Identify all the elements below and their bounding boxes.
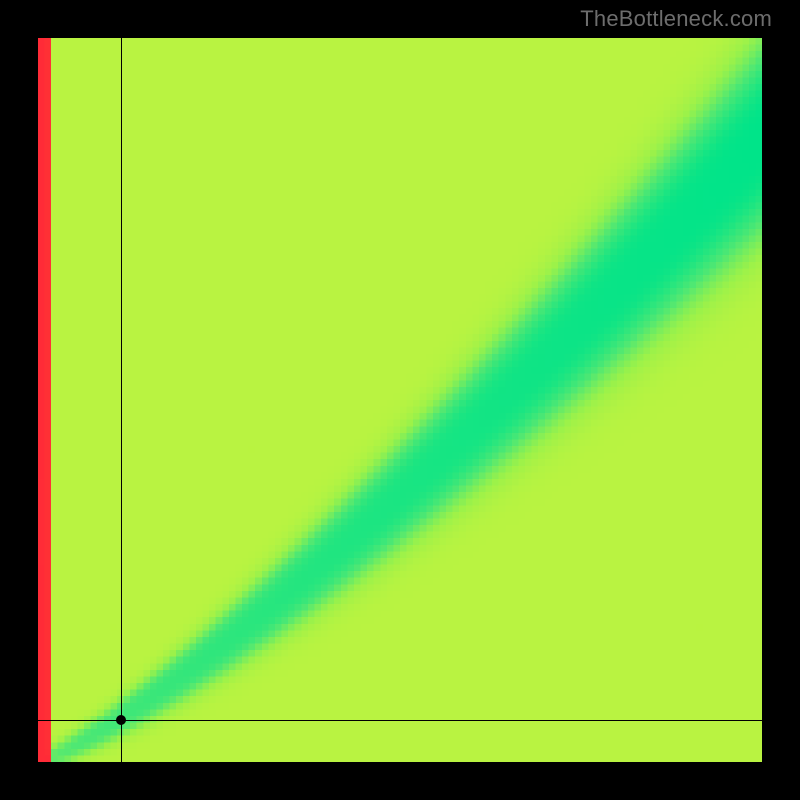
crosshair-horizontal [38, 720, 762, 721]
watermark-text: TheBottleneck.com [580, 6, 772, 32]
marker-dot [116, 715, 126, 725]
bottleneck-heatmap [38, 38, 762, 762]
crosshair-vertical [121, 38, 122, 762]
plot-area [38, 38, 762, 762]
